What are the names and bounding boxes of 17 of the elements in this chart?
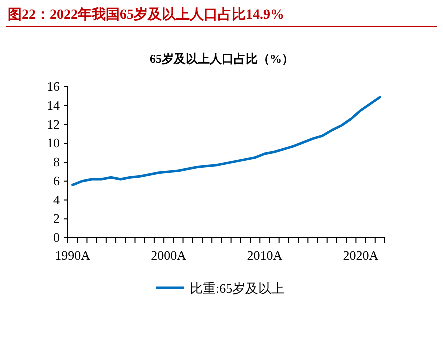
y-tick-label: 0 [54, 230, 60, 245]
y-tick-label: 16 [47, 79, 60, 94]
chart-title: 图22：2022年我国65岁及以上人口占比14.9% [8, 7, 284, 23]
x-tick-label: 2000A [151, 248, 188, 263]
line-series [72, 96, 382, 186]
y-tick-label: 6 [54, 173, 60, 188]
y-tick-label: 2 [54, 211, 60, 226]
legend-label: 比重:65岁及以上 [190, 281, 285, 296]
chart-subtitle: 65岁及以上人口占比（%） [150, 52, 294, 66]
y-tick-label: 8 [54, 154, 60, 170]
x-tick-label: 1990A [55, 248, 92, 263]
y-tick-label: 14 [47, 98, 60, 113]
y-tick-label: 10 [47, 136, 60, 151]
y-tick-label: 12 [47, 116, 60, 132]
y-tick-label: 4 [54, 192, 60, 208]
x-tick-label: 2010A [247, 248, 284, 263]
x-tick-label: 2020A [343, 248, 380, 263]
